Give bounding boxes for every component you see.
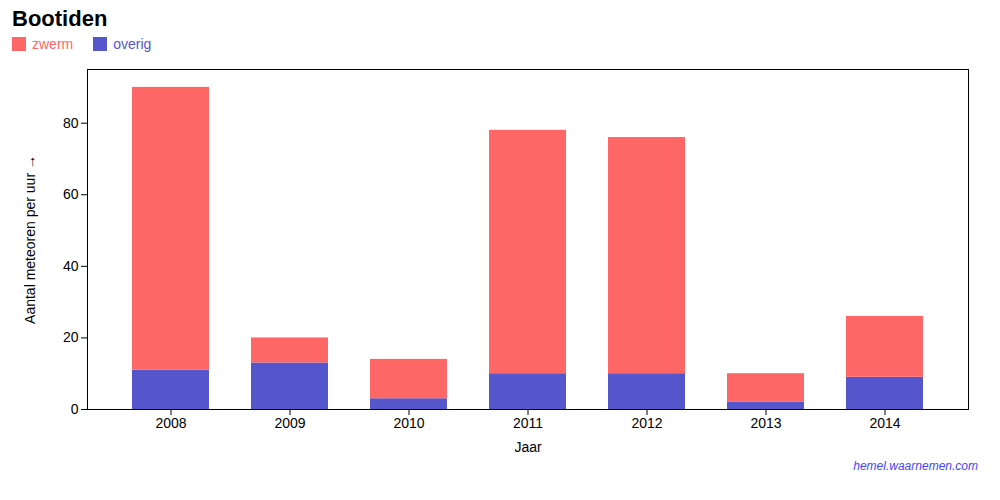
svg-text:2013: 2013 <box>750 415 781 431</box>
svg-text:60: 60 <box>63 186 79 202</box>
svg-text:0: 0 <box>71 401 79 417</box>
svg-text:2010: 2010 <box>393 415 424 431</box>
svg-text:Aantal meteoren per uur →: Aantal meteoren per uur → <box>22 155 38 324</box>
svg-text:2012: 2012 <box>631 415 662 431</box>
html-text:hemel.waarnemen.com: hemel.waarnemen.com <box>853 459 978 473</box>
svg-text:20: 20 <box>63 329 79 345</box>
svg-text:2011: 2011 <box>513 415 543 431</box>
svg-text:2009: 2009 <box>274 415 305 431</box>
svg-text:40: 40 <box>63 258 79 274</box>
html-text:overig: overig <box>113 36 152 52</box>
html-text:Bootiden: Bootiden <box>12 6 108 31</box>
svg-text:Jaar: Jaar <box>514 439 542 455</box>
svg-text:80: 80 <box>63 115 79 131</box>
html-text:zwerm: zwerm <box>32 36 74 52</box>
svg-text:2008: 2008 <box>155 415 186 431</box>
svg-text:2014: 2014 <box>869 415 900 431</box>
